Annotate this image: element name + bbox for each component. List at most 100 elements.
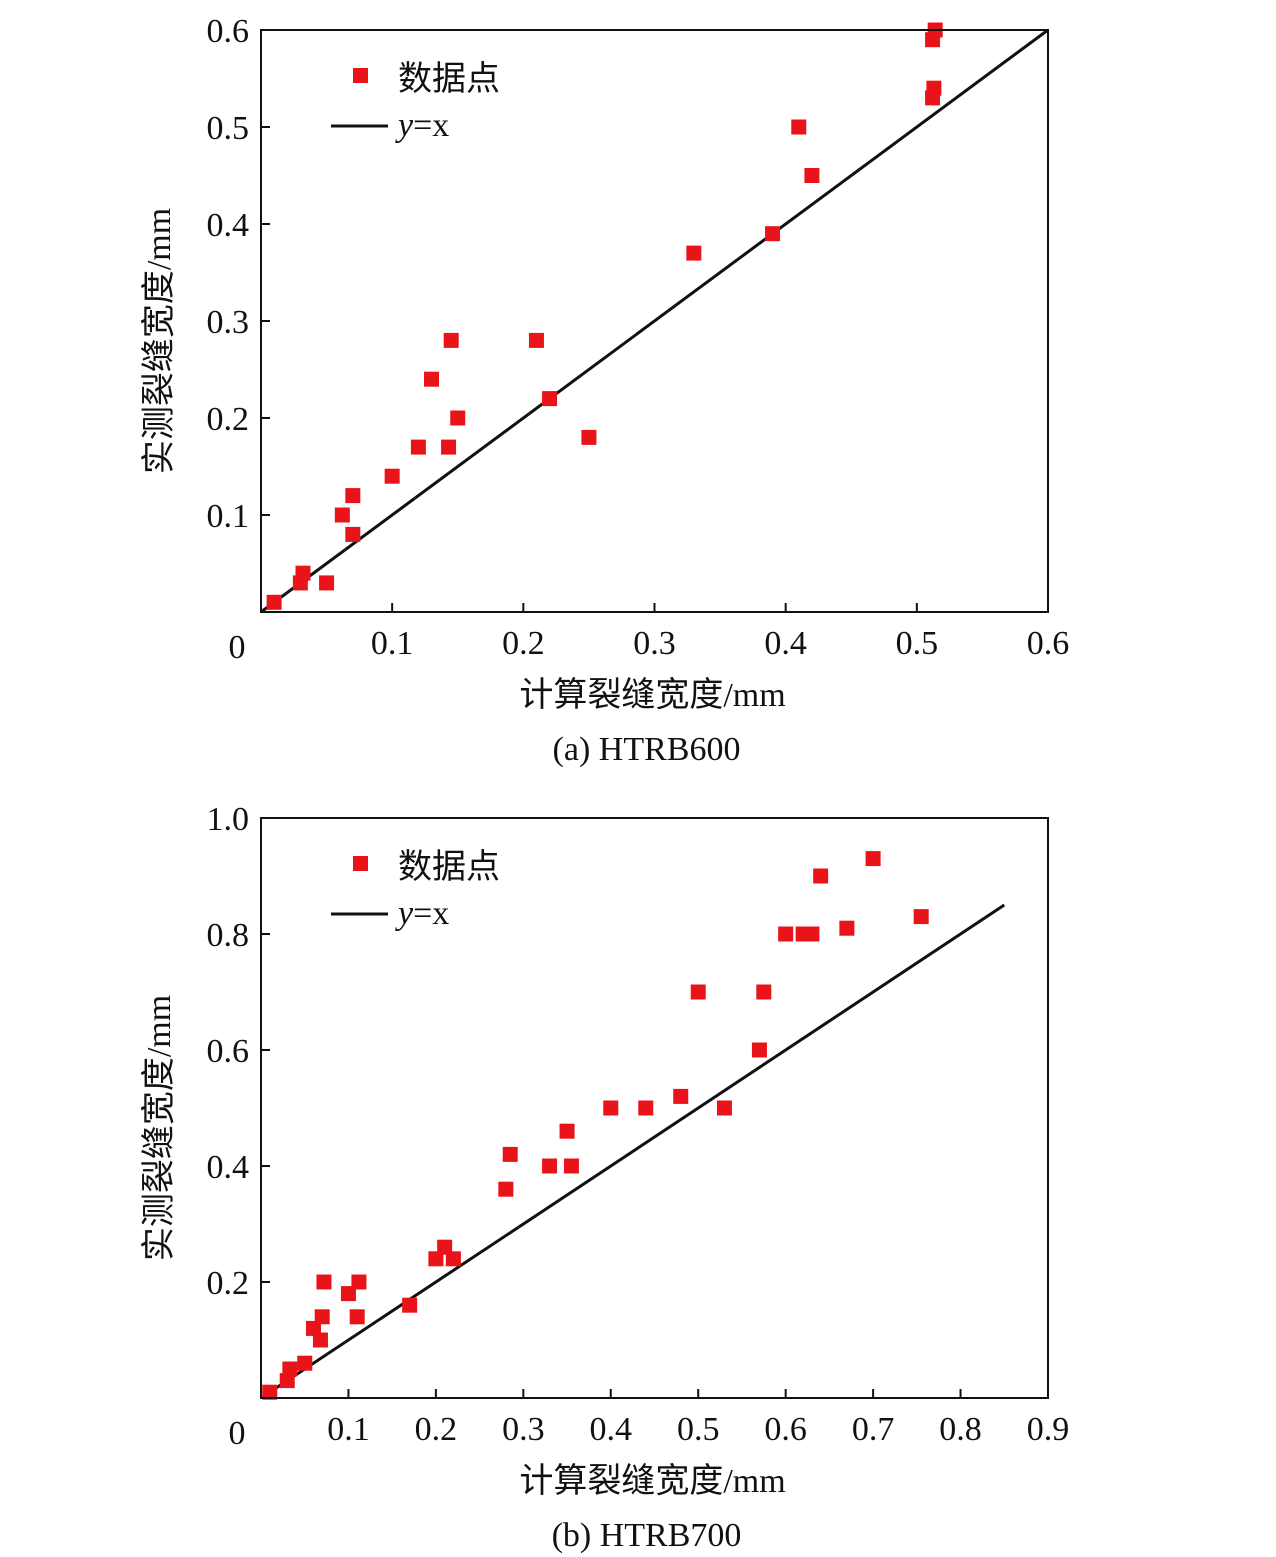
- data-point: [673, 1088, 689, 1104]
- y-tick-label: 0.4: [207, 207, 250, 244]
- data-point: [778, 926, 794, 942]
- data-point: [314, 1309, 330, 1325]
- data-point: [865, 851, 881, 867]
- legend: 数据点 y=x: [331, 60, 500, 144]
- data-point: [804, 168, 820, 183]
- y-tick-label: 1.0: [207, 801, 250, 838]
- x-tick-label: 0.2: [502, 625, 545, 662]
- data-point: [437, 1239, 453, 1255]
- legend-label-data-points: 数据点: [398, 60, 500, 98]
- data-point: [804, 926, 820, 942]
- data-point: [756, 984, 772, 1000]
- x-tick-label: 0.3: [502, 1411, 545, 1448]
- y-tick-label: 0.6: [207, 13, 250, 50]
- data-point: [351, 1274, 367, 1290]
- data-point: [690, 984, 706, 1000]
- data-point: [345, 488, 361, 504]
- data-point: [913, 909, 929, 925]
- x-tick-label: 0.7: [852, 1411, 895, 1448]
- plot-frame: [260, 817, 1049, 1399]
- data-point: [345, 526, 361, 542]
- data-point: [638, 1100, 654, 1116]
- y-tick-label: 0.1: [207, 498, 250, 535]
- legend-label-yx-rest: =x: [413, 895, 449, 932]
- data-point: [791, 119, 807, 135]
- data-point: [542, 391, 558, 407]
- data-point: [402, 1297, 418, 1313]
- legend-label-yx-rest: =x: [413, 107, 449, 144]
- data-point: [441, 439, 457, 455]
- y-tick-label: 0.6: [207, 1033, 250, 1070]
- data-point: [428, 1251, 444, 1267]
- x-tick-label: 0.9: [1027, 1411, 1070, 1448]
- y-tick-label: 0.5: [207, 110, 250, 147]
- data-point: [502, 1146, 518, 1162]
- data-point: [542, 1158, 558, 1174]
- y-tick-label: 0.3: [207, 304, 250, 341]
- data-point: [751, 1042, 767, 1058]
- x-axis-label: 计算裂缝宽度/mm: [519, 676, 785, 714]
- data-point: [262, 1384, 278, 1400]
- x-tick-label-origin: 0: [229, 1415, 246, 1452]
- chart-caption: (b) HTRB700: [552, 1517, 742, 1554]
- data-point: [716, 1100, 732, 1116]
- x-tick-label: 0.4: [590, 1411, 633, 1448]
- data-point: [445, 1251, 461, 1267]
- chart-htrb700: 0.1 0.2 0.3 0.4 0.5 0.6 0.7 0.8 0.9 0.2 0.4 0.6 0.8 1…: [140, 801, 1069, 1554]
- legend-label-yx-y: y: [395, 895, 414, 932]
- y-tick-label: 0.8: [207, 917, 250, 954]
- data-point: [528, 332, 544, 348]
- y-axis-label: 实测裂缝宽度/mm: [140, 208, 178, 474]
- data-point: [424, 371, 440, 387]
- x-tick-label-origin: 0: [229, 629, 246, 666]
- data-point: [297, 1355, 313, 1371]
- plot-frame: [260, 29, 1049, 613]
- reference-line-yx: [260, 28, 1049, 614]
- data-point: [305, 1320, 321, 1336]
- y-tick-label: 0.4: [207, 1149, 250, 1186]
- data-point: [686, 245, 702, 261]
- legend-label-yx: y=x: [395, 107, 449, 144]
- x-tick-label: 0.6: [764, 1411, 807, 1448]
- x-tick-label: 0.5: [896, 625, 939, 662]
- data-point: [316, 1274, 332, 1290]
- y-tick-label: 0.2: [207, 401, 250, 438]
- data-point: [334, 507, 350, 523]
- data-point: [498, 1181, 514, 1197]
- data-point: [926, 80, 942, 96]
- data-point: [282, 1361, 298, 1377]
- legend-label-data-points: 数据点: [398, 848, 500, 886]
- x-tick-label: 0.1: [327, 1411, 370, 1448]
- data-point: [813, 868, 829, 884]
- x-tick-label: 0.5: [677, 1411, 720, 1448]
- data-point: [266, 594, 282, 610]
- data-point: [443, 332, 459, 348]
- x-tick-label: 0.2: [415, 1411, 458, 1448]
- y-tick-label: 0.2: [207, 1265, 250, 1302]
- legend-label-yx: y=x: [395, 895, 449, 932]
- data-point: [563, 1158, 579, 1174]
- data-point: [559, 1123, 575, 1139]
- data-point: [279, 1373, 295, 1389]
- data-point: [340, 1286, 356, 1302]
- chart-caption: (a) HTRB600: [553, 731, 741, 768]
- x-tick-label: 0.3: [633, 625, 676, 662]
- data-point: [295, 565, 311, 581]
- data-point: [349, 1309, 365, 1325]
- data-point: [839, 920, 855, 936]
- reference-line-yx: [260, 903, 1006, 1400]
- data-point: [581, 429, 597, 445]
- legend-marker-data-points: [353, 68, 368, 83]
- y-axis-label: 实测裂缝宽度/mm: [140, 995, 178, 1261]
- data-point: [319, 575, 335, 591]
- x-tick-label: 0.4: [764, 625, 807, 662]
- x-tick-label: 0.1: [371, 625, 414, 662]
- legend-marker-data-points: [353, 856, 368, 871]
- x-axis-label: 计算裂缝宽度/mm: [519, 1462, 785, 1500]
- x-tick-label: 0.6: [1027, 625, 1070, 662]
- data-point: [384, 468, 400, 484]
- data-point: [312, 1332, 328, 1348]
- x-tick-label: 0.8: [939, 1411, 982, 1448]
- legend-label-yx-y: y: [395, 107, 414, 144]
